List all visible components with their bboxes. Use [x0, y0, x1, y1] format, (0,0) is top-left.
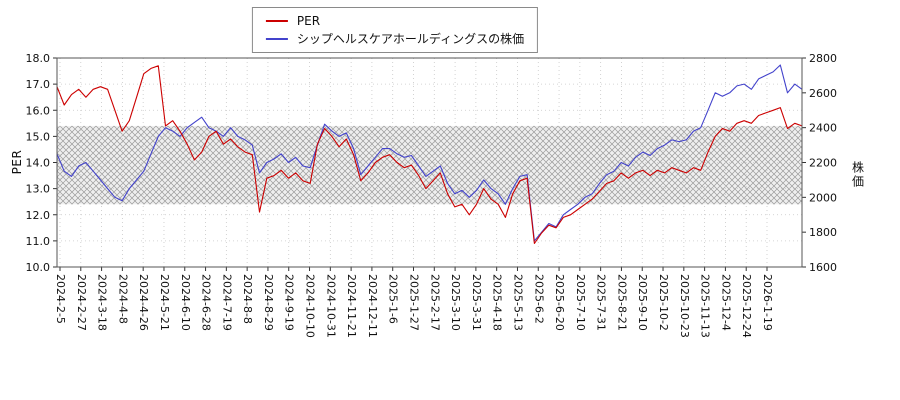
x-tick-label: 2024-3-18	[96, 274, 109, 331]
x-tick-label: 2024-4-8	[116, 274, 129, 324]
plot-frame	[56, 57, 803, 268]
x-tick-label: 2025-3-31	[470, 274, 483, 331]
left-axis-title: PER	[10, 149, 24, 175]
legend-item-per: PER	[265, 14, 524, 28]
x-tick-label: 2024-6-28	[200, 274, 213, 331]
x-tick-label: 2025-6-20	[553, 274, 566, 331]
x-tick-label: 2025-1-27	[408, 274, 421, 331]
x-tick-label: 2025-6-2	[532, 274, 545, 324]
right-tick-label: 1600	[809, 261, 837, 274]
x-tick-label: 2024-8-8	[241, 274, 254, 324]
left-tick-label: 11.0	[26, 235, 51, 248]
left-tick-label: 13.0	[26, 183, 51, 196]
left-tick-label: 12.0	[26, 209, 51, 222]
x-tick-label: 2025-11-13	[699, 274, 712, 338]
x-tick-label: 2024-2-5	[54, 274, 67, 324]
x-tick-label: 2024-9-19	[283, 274, 296, 331]
x-tick-label: 2025-2-17	[428, 274, 441, 331]
left-tick-label: 14.0	[26, 157, 51, 170]
x-tick-label: 2025-5-13	[511, 274, 524, 331]
right-tick-label: 2000	[809, 191, 837, 204]
legend: PER シップヘルスケアホールディングスの株価	[251, 7, 539, 53]
x-tick-label: 2024-12-11	[366, 274, 379, 338]
x-tick-label: 2025-3-10	[449, 274, 462, 331]
x-tick-label: 2024-11-21	[345, 274, 358, 338]
right-tick-label: 2800	[809, 52, 837, 65]
x-tick-label: 2024-2-27	[75, 274, 88, 331]
x-tick-label: 2024-6-10	[179, 274, 192, 331]
x-tick-label: 2025-10-23	[678, 274, 691, 338]
right-tick-label: 2600	[809, 87, 837, 100]
left-tick-label: 15.0	[26, 130, 51, 143]
per-line-swatch	[265, 20, 288, 22]
x-tick-label: 2025-7-10	[574, 274, 587, 331]
x-tick-label: 2025-1-6	[387, 274, 400, 324]
right-tick-label: 2400	[809, 122, 837, 135]
right-axis-title: 株価	[850, 161, 865, 189]
x-tick-label: 2025-8-21	[615, 274, 628, 331]
x-tick-label: 2024-10-10	[304, 274, 317, 338]
reference-band-hatch	[57, 125, 802, 205]
x-tick-label: 2024-8-29	[262, 274, 275, 331]
right-tick-label: 1800	[809, 226, 837, 239]
legend-label-price: シップヘルスケアホールディングスの株価	[296, 32, 525, 46]
legend-label-per: PER	[296, 14, 321, 28]
x-tick-label: 2025-4-18	[491, 274, 504, 331]
x-tick-label: 2025-12-24	[740, 274, 753, 338]
x-tick-label: 2025-10-2	[657, 274, 670, 331]
left-tick-label: 18.0	[26, 52, 51, 65]
x-tick-label: 2024-10-31	[324, 274, 337, 338]
x-tick-label: 2024-7-19	[220, 274, 233, 331]
left-tick-label: 17.0	[26, 78, 51, 91]
x-tick-label: 2024-4-26	[137, 274, 150, 331]
x-tick-label: 2025-9-10	[636, 274, 649, 331]
price-line-swatch	[265, 38, 288, 40]
x-tick-label: 2025-7-31	[595, 274, 608, 331]
legend-item-price: シップヘルスケアホールディングスの株価	[265, 32, 525, 46]
per-series-line	[56, 65, 803, 245]
x-tick-label: 2026-1-19	[761, 274, 774, 331]
left-tick-label: 16.0	[26, 104, 51, 117]
right-tick-label: 2200	[809, 157, 837, 170]
x-tick-label: 2025-12-4	[719, 274, 732, 331]
x-tick-label: 2024-5-21	[158, 274, 171, 331]
price-series-line	[56, 64, 803, 242]
left-tick-label: 10.0	[26, 261, 51, 274]
